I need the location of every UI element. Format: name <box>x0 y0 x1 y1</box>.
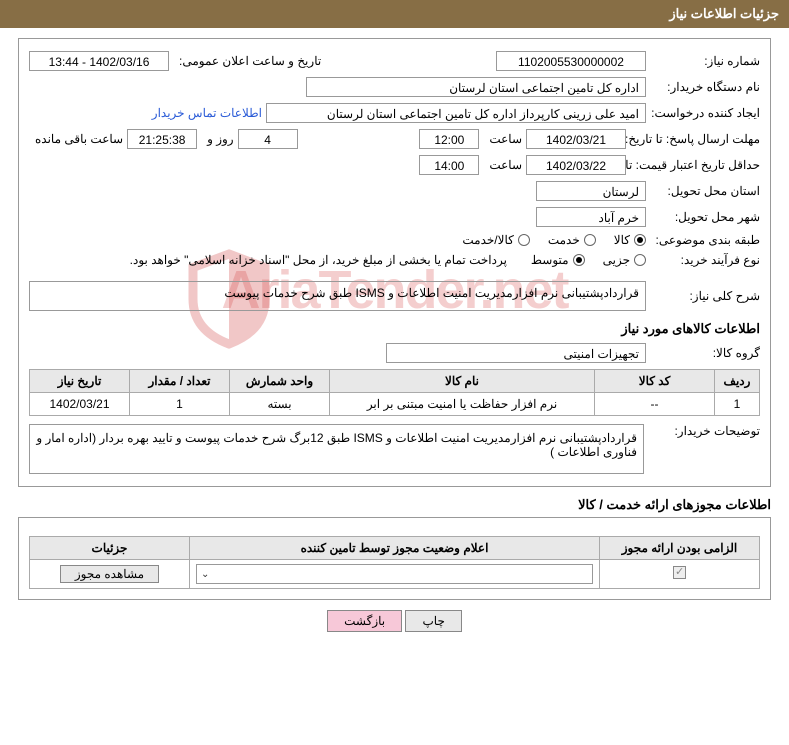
table-header-row: الزامی بودن ارائه مجوز اعلام وضعیت مجوز … <box>30 537 760 560</box>
reply-date-value: 1402/03/21 <box>526 129 626 149</box>
row-general-desc: شرح کلی نیاز: قراردادپشتیبانی نرم افزارم… <box>29 281 760 311</box>
radio-medium[interactable]: متوسط <box>531 253 585 267</box>
table-row: ⌄ مشاهده مجوز <box>30 560 760 589</box>
td-qty: 1 <box>130 393 230 416</box>
buyer-org-label: نام دستگاه خریدار: <box>650 80 760 94</box>
td-details: مشاهده مجوز <box>30 560 190 589</box>
table-header-row: ردیف کد کالا نام کالا واحد شمارش تعداد /… <box>30 370 760 393</box>
days-remaining-value: 4 <box>238 129 298 149</box>
reply-hour-value: 12:00 <box>419 129 479 149</box>
category-label: طبقه بندی موضوعی: <box>650 233 760 247</box>
radio-icon <box>573 254 585 266</box>
license-section-title: اطلاعات مجوزهای ارائه خدمت / کالا <box>0 497 789 513</box>
radio-minor[interactable]: جزیی <box>603 253 646 267</box>
buyer-notes-label: توضیحات خریدار: <box>650 424 760 438</box>
row-purchase-type: نوع فرآیند خرید: جزیی متوسط پرداخت تمام … <box>29 253 760 267</box>
price-validity-label: حداقل تاریخ اعتبار قیمت: تا تاریخ: <box>630 158 760 172</box>
row-buyer-notes: توضیحات خریدار: قراردادپشتیبانی نرم افزا… <box>29 424 760 474</box>
general-desc-label: شرح کلی نیاز: <box>650 289 760 303</box>
row-requester: ایجاد کننده درخواست: امید علی زرینی کارپ… <box>29 103 760 123</box>
hour-label-2: ساعت <box>483 158 522 172</box>
price-date-value: 1402/03/22 <box>526 155 626 175</box>
price-hour-value: 14:00 <box>419 155 479 175</box>
reply-deadline-label: مهلت ارسال پاسخ: تا تاریخ: <box>630 132 760 146</box>
status-select[interactable]: ⌄ <box>196 564 593 584</box>
delivery-city-value: خرم آباد <box>536 207 646 227</box>
row-need-number: شماره نیاز: 1102005530000002 تاریخ و ساع… <box>29 51 760 71</box>
days-suffix: روز و <box>201 132 234 146</box>
announce-value: 1402/03/16 - 13:44 <box>29 51 169 71</box>
th-status: اعلام وضعیت مجوز توسط تامین کننده <box>190 537 600 560</box>
category-radio-group: کالا خدمت کالا/خدمت <box>462 233 646 247</box>
hour-label-1: ساعت <box>483 132 522 146</box>
table-row: 1 -- نرم افزار حفاظت یا امنیت مبتنی بر ا… <box>30 393 760 416</box>
td-unit: بسته <box>230 393 330 416</box>
action-buttons: چاپ بازگشت <box>0 610 789 632</box>
row-delivery-city: شهر محل تحویل: خرم آباد <box>29 207 760 227</box>
purchase-type-label: نوع فرآیند خرید: <box>650 253 760 267</box>
radio-icon <box>634 254 646 266</box>
radio-service[interactable]: خدمت <box>548 233 596 247</box>
th-qty: تعداد / مقدار <box>130 370 230 393</box>
td-date: 1402/03/21 <box>30 393 130 416</box>
page-title: جزئیات اطلاعات نیاز <box>669 6 779 21</box>
print-button[interactable]: چاپ <box>405 610 461 632</box>
need-number-label: شماره نیاز: <box>650 54 760 68</box>
row-category: طبقه بندی موضوعی: کالا خدمت کالا/خدمت <box>29 233 760 247</box>
page-header: جزئیات اطلاعات نیاز <box>0 0 789 28</box>
row-price-validity: حداقل تاریخ اعتبار قیمت: تا تاریخ: 1402/… <box>29 155 760 175</box>
requester-label: ایجاد کننده درخواست: <box>650 106 760 120</box>
th-mandatory: الزامی بودن ارائه مجوز <box>600 537 760 560</box>
delivery-province-value: لرستان <box>536 181 646 201</box>
buyer-contact-link[interactable]: اطلاعات تماس خریدار <box>152 106 262 120</box>
goods-table: ردیف کد کالا نام کالا واحد شمارش تعداد /… <box>29 369 760 416</box>
th-unit: واحد شمارش <box>230 370 330 393</box>
goods-group-label: گروه کالا: <box>650 346 760 360</box>
radio-goods-service[interactable]: کالا/خدمت <box>462 233 529 247</box>
delivery-province-label: استان محل تحویل: <box>650 184 760 198</box>
td-name: نرم افزار حفاظت یا امنیت مبتنی بر ابر <box>330 393 595 416</box>
row-buyer-org: نام دستگاه خریدار: اداره کل تامین اجتماع… <box>29 77 760 97</box>
announce-label: تاریخ و ساعت اعلان عمومی: <box>173 54 321 68</box>
checkbox-icon <box>673 566 686 579</box>
th-details: جزئیات <box>30 537 190 560</box>
radio-icon <box>518 234 530 246</box>
view-license-button[interactable]: مشاهده مجوز <box>60 565 159 583</box>
th-name: نام کالا <box>330 370 595 393</box>
chevron-down-icon: ⌄ <box>201 569 209 580</box>
th-date: تاریخ نیاز <box>30 370 130 393</box>
row-goods-group: گروه کالا: تجهیزات امنیتی <box>29 343 760 363</box>
goods-group-value: تجهیزات امنیتی <box>386 343 646 363</box>
td-code: -- <box>595 393 715 416</box>
row-reply-deadline: مهلت ارسال پاسخ: تا تاریخ: 1402/03/21 سا… <box>29 129 760 149</box>
general-desc-value: قراردادپشتیبانی نرم افزارمدیریت امنیت اط… <box>29 281 646 311</box>
buyer-notes-value: قراردادپشتیبانی نرم افزارمدیریت امنیت اط… <box>29 424 644 474</box>
license-panel: الزامی بودن ارائه مجوز اعلام وضعیت مجوز … <box>18 517 771 600</box>
goods-section-title: اطلاعات کالاهای مورد نیاز <box>29 321 760 337</box>
td-status: ⌄ <box>190 560 600 589</box>
td-mandatory <box>600 560 760 589</box>
need-number-value: 1102005530000002 <box>496 51 646 71</box>
buyer-org-value: اداره کل تامین اجتماعی استان لرستان <box>306 77 646 97</box>
remaining-suffix: ساعت باقی مانده <box>29 132 123 146</box>
row-delivery-province: استان محل تحویل: لرستان <box>29 181 760 201</box>
requester-value: امید علی زرینی کارپرداز اداره کل تامین ا… <box>266 103 646 123</box>
th-code: کد کالا <box>595 370 715 393</box>
delivery-city-label: شهر محل تحویل: <box>650 210 760 224</box>
purchase-note: پرداخت تمام یا بخشی از مبلغ خرید، از محل… <box>130 253 507 267</box>
license-table: الزامی بودن ارائه مجوز اعلام وضعیت مجوز … <box>29 536 760 589</box>
main-details-panel: AriaTender.net شماره نیاز: 1102005530000… <box>18 38 771 487</box>
td-row: 1 <box>715 393 760 416</box>
purchase-radio-group: جزیی متوسط <box>531 253 646 267</box>
radio-icon <box>634 234 646 246</box>
back-button[interactable]: بازگشت <box>327 610 402 632</box>
radio-icon <box>584 234 596 246</box>
th-row: ردیف <box>715 370 760 393</box>
radio-goods[interactable]: کالا <box>614 233 646 247</box>
countdown-value: 21:25:38 <box>127 129 197 149</box>
